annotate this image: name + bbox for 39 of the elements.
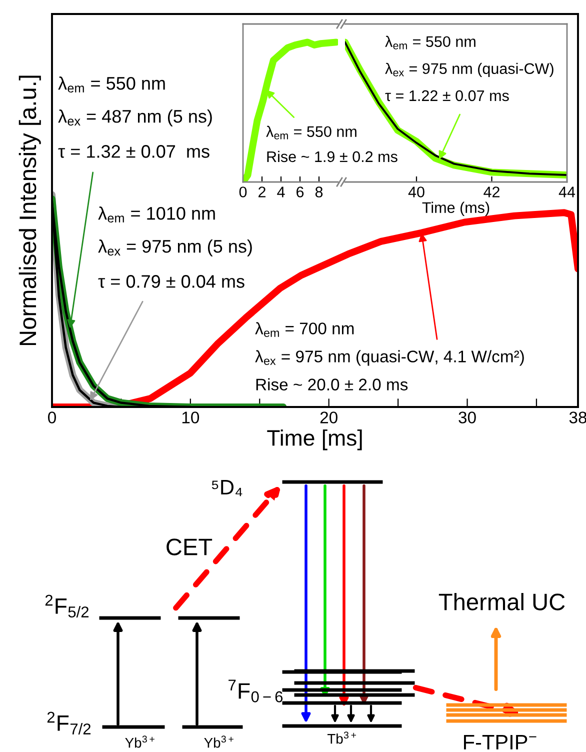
annotation: λ$_{em}$ = 1010 nm — [98, 206, 215, 223]
annotation: Rise ~ 20.0 ± 2.0 ms — [256, 378, 408, 390]
x-tick-label: 8 — [315, 186, 323, 198]
x-axis-title: Time (ms) — [422, 202, 490, 216]
text: λ$_{ex}$ = 487 nm (5 ns) — [58, 110, 212, 126]
annotation: τ = 1.32 ± 0.07 ms — [58, 145, 210, 158]
x-tick-label: 0 — [48, 412, 56, 424]
text: ⁵D₄ — [212, 480, 242, 496]
x-tick-label: 30 — [458, 412, 476, 424]
x-tick-label: 0 — [239, 186, 247, 198]
text: $^{2}$F$_{7/2}$ — [47, 712, 91, 734]
x-tick-label: 4 — [277, 186, 285, 198]
x-tick-label: 6 — [296, 186, 304, 198]
x-tick-label: 2 — [258, 186, 266, 198]
text: CET — [166, 538, 212, 556]
annotation: τ = 1.22 ± 0.07 ms — [385, 90, 509, 102]
x-tick-label: 10 — [182, 412, 200, 424]
annotation: Rise ~ 1.9 ± 0.2 ms — [267, 150, 398, 162]
x-tick-label: 44 — [558, 186, 576, 198]
text: Yb$^{3+}$ — [125, 736, 154, 748]
text: Thermal UC — [438, 592, 565, 610]
annotation: λ$_{em}$ = 550 nm — [385, 36, 476, 50]
annotation: λ$_{ex}$ = 975 nm (quasi-CW) — [385, 62, 554, 78]
y-axis-title: Normalised Intensity [a.u.] — [18, 76, 41, 346]
annotation: λ$_{em}$ = 550 nm — [266, 126, 356, 140]
text: λ$_{em}$ = 550 nm — [58, 76, 165, 93]
x-tick-label: 20 — [320, 412, 338, 424]
x-tick-label: 40 — [408, 186, 424, 198]
x-axis-title: Time [ms] — [267, 429, 362, 450]
x-tick-label: 42 — [484, 186, 500, 198]
text: F-TPIP$^{−}$ — [464, 735, 536, 750]
annotation: λ$_{ex}$ = 975 nm (5 ns) — [98, 240, 252, 256]
text: $^{2}$F$_{5/2}$ — [45, 594, 89, 618]
annotation: λ$_{ex}$ = 975 nm (quasi-CW, 4.1 W/cm²) — [255, 350, 524, 366]
text: Yb$^{3+}$ — [204, 736, 234, 748]
annotation: λ$_{em}$ = 700 nm — [255, 322, 354, 337]
text: $^{7}$F$_{0−6}$ — [228, 680, 283, 702]
text: Tb$^{3+}$ — [327, 732, 356, 744]
annotation: τ = 0.79 ± 0.04 ms — [98, 275, 244, 288]
